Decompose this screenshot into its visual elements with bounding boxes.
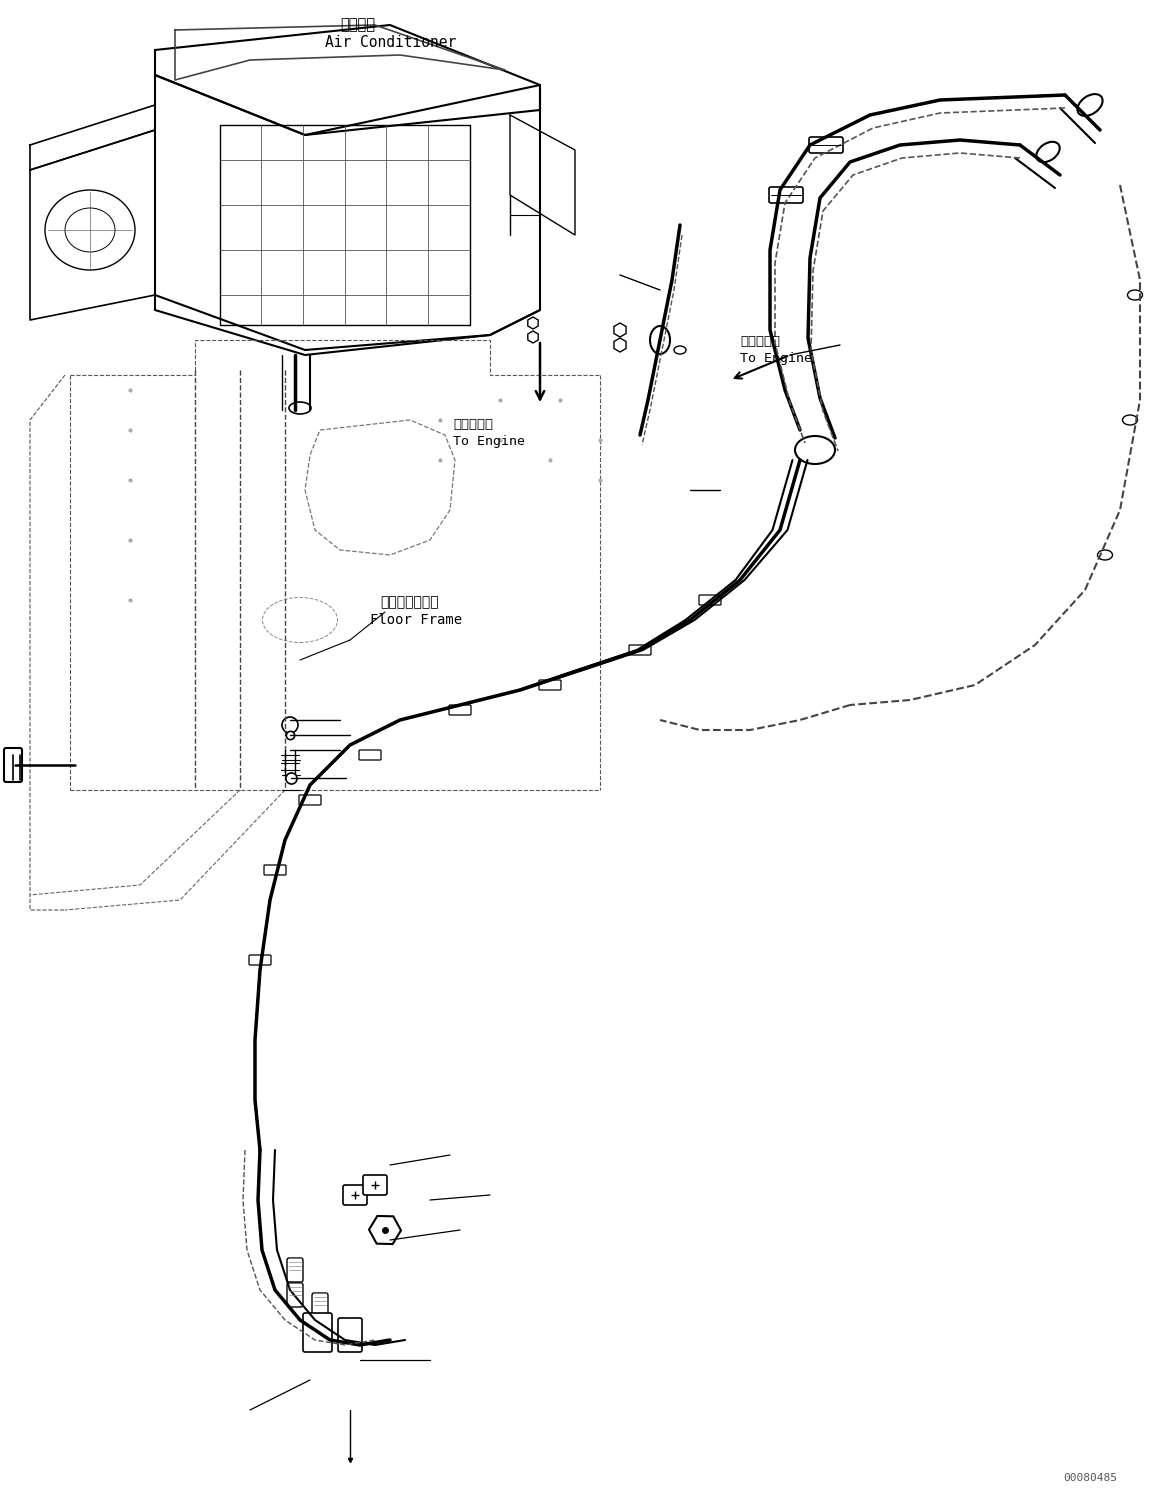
Ellipse shape [1078,94,1102,116]
FancyBboxPatch shape [302,1314,331,1352]
FancyBboxPatch shape [312,1293,328,1317]
Text: エンジンへ: エンジンへ [739,335,780,347]
Text: Air Conditioner: Air Conditioner [325,34,457,51]
Text: フロアフレーム: フロアフレーム [380,595,438,608]
FancyBboxPatch shape [699,595,721,605]
Ellipse shape [1036,142,1059,163]
FancyBboxPatch shape [363,1175,387,1194]
FancyBboxPatch shape [343,1185,367,1205]
Text: 00080485: 00080485 [1063,1473,1117,1484]
FancyBboxPatch shape [264,865,286,875]
Ellipse shape [1128,291,1143,300]
Text: Floor Frame: Floor Frame [370,613,462,628]
FancyBboxPatch shape [770,186,803,203]
FancyBboxPatch shape [3,748,22,781]
Ellipse shape [675,346,686,353]
FancyBboxPatch shape [449,705,471,716]
FancyBboxPatch shape [287,1258,302,1282]
Text: To Engine: To Engine [453,435,525,447]
FancyBboxPatch shape [287,1282,302,1308]
Text: エアコン: エアコン [340,16,376,31]
FancyBboxPatch shape [249,956,271,965]
Ellipse shape [795,435,834,464]
Circle shape [282,717,298,734]
Text: To Engine: To Engine [739,352,812,365]
FancyBboxPatch shape [629,646,651,655]
FancyBboxPatch shape [809,137,843,154]
FancyBboxPatch shape [338,1318,362,1352]
FancyBboxPatch shape [359,750,381,760]
Ellipse shape [1098,550,1113,561]
Ellipse shape [289,403,311,414]
FancyBboxPatch shape [539,680,561,690]
Ellipse shape [1123,414,1137,425]
FancyBboxPatch shape [299,795,321,805]
Text: エンジンへ: エンジンへ [453,417,493,431]
